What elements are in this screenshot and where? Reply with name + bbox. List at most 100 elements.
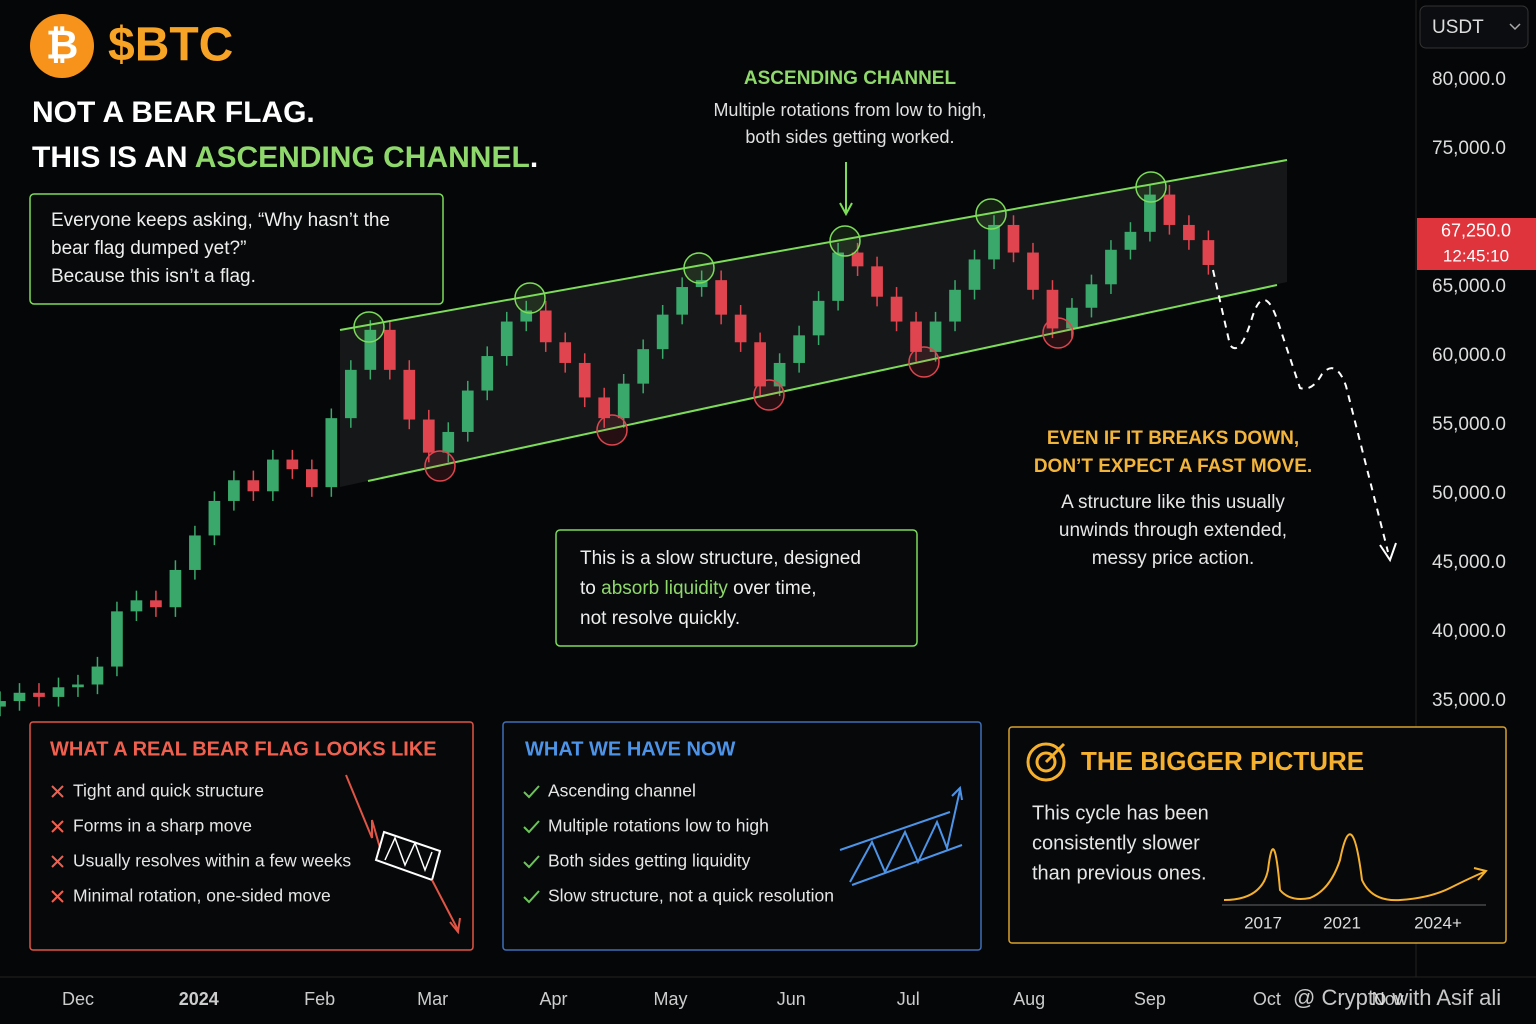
panel-text: This cycle has been xyxy=(1032,802,1209,824)
candle-body xyxy=(1105,249,1117,285)
candle-body xyxy=(578,362,591,398)
high-circle xyxy=(683,252,715,284)
candle-body xyxy=(91,666,104,685)
candle-body xyxy=(442,431,455,453)
panel-item: Forms in a sharp move xyxy=(73,816,252,836)
breakdown-text: messy price action. xyxy=(1092,548,1255,569)
mini-cycle-chart xyxy=(1223,833,1488,902)
candle-body xyxy=(949,289,961,322)
candle-body xyxy=(422,419,435,453)
now-illustration-top xyxy=(839,811,951,851)
countdown: 12:45:10 xyxy=(1443,246,1509,265)
candle-body xyxy=(734,314,747,343)
candle-body xyxy=(33,692,45,697)
candle-body xyxy=(286,459,299,470)
y-tick-label: 55,000.0 xyxy=(1432,414,1506,435)
target-icon xyxy=(1026,742,1066,782)
x-tick-label: Apr xyxy=(540,989,568,1009)
last-price-tag xyxy=(1417,217,1536,270)
candle-body xyxy=(325,418,338,488)
check-icon xyxy=(523,785,540,799)
candle-body xyxy=(851,252,864,267)
candle-body xyxy=(1085,284,1098,308)
x-tick-label: Dec xyxy=(62,989,94,1009)
breakdown-text: A structure like this usually xyxy=(1061,492,1285,513)
x-tick-label: Aug xyxy=(1013,989,1045,1009)
candle-body xyxy=(111,611,123,667)
candle-body xyxy=(539,310,552,343)
candle-body xyxy=(1007,224,1020,253)
breakdown-text: unwinds through extended, xyxy=(1059,520,1287,541)
candle-body xyxy=(1124,231,1137,250)
candle-body xyxy=(247,480,260,492)
question-box xyxy=(29,193,444,305)
y-tick-label: 60,000.0 xyxy=(1432,345,1506,366)
question-text: bear flag dumped yet?” xyxy=(51,238,246,259)
target-arrow xyxy=(1044,742,1066,764)
plot-area xyxy=(0,160,1287,717)
candle-body xyxy=(481,356,494,391)
low-circle xyxy=(596,414,628,446)
candle-body xyxy=(929,321,942,352)
candle-body xyxy=(1183,224,1195,241)
bigger-panel xyxy=(1008,726,1507,944)
panel-text: than previous ones. xyxy=(1032,862,1207,884)
candle-body xyxy=(598,397,611,419)
candle-body xyxy=(754,342,766,387)
candle-body xyxy=(968,259,981,290)
text-span: over time, xyxy=(728,578,817,599)
panel-item: Usually resolves within a few weeks xyxy=(73,851,351,871)
x-tick-label: Mar xyxy=(417,989,448,1009)
projection-path xyxy=(1212,269,1389,553)
low-circle xyxy=(424,450,456,482)
candle-body xyxy=(150,600,162,608)
candle-body xyxy=(637,349,650,384)
x-tick-label: Oct xyxy=(1253,989,1281,1009)
x-icon xyxy=(51,820,64,833)
candle-body xyxy=(1144,194,1156,232)
candle-body xyxy=(364,329,377,370)
channel-upper xyxy=(339,159,1288,331)
breakdown-title: DON’T EXPECT A FAST MOVE. xyxy=(1034,456,1312,477)
candle-body xyxy=(793,335,805,363)
panel-item: Tight and quick structure xyxy=(73,781,264,801)
mini-label: 2024+ xyxy=(1414,913,1462,932)
btc-logo xyxy=(30,14,94,78)
candle-body xyxy=(617,383,630,419)
text-span: THIS IS AN xyxy=(32,141,195,174)
currency-select[interactable] xyxy=(1419,5,1529,49)
x-tick-label: Jun xyxy=(777,989,806,1009)
pointer-arrowhead xyxy=(839,202,853,217)
bear-illustration-zigzag xyxy=(384,836,433,873)
panel-item: Slow structure, not a quick resolution xyxy=(548,886,834,906)
candle-body xyxy=(812,300,825,336)
candle-body xyxy=(403,369,416,420)
candle-body xyxy=(988,224,1000,260)
y-tick-label: 65,000.0 xyxy=(1432,276,1506,297)
question-text: Because this isn’t a flag. xyxy=(51,266,256,287)
panel-text: consistently slower xyxy=(1032,832,1200,854)
text-line: THIS IS AN ASCENDING CHANNEL. xyxy=(32,141,538,174)
low-circle xyxy=(908,346,940,378)
candle-body xyxy=(169,569,182,608)
x-tick-label: Feb xyxy=(304,989,335,1009)
text-line: This is a slow structure, designed xyxy=(580,548,861,569)
check-icon xyxy=(523,890,540,904)
panels xyxy=(29,721,1507,951)
channel-highs xyxy=(353,171,1167,343)
currency-label[interactable]: USDT xyxy=(1432,17,1484,38)
candle-body xyxy=(228,480,240,501)
check-icon xyxy=(523,855,540,869)
btc-logo-glyph: ₿ xyxy=(46,24,79,68)
question-text: Everyone keeps asking, “Why hasn’t the xyxy=(51,210,390,231)
high-circle xyxy=(353,311,385,343)
panel-item: Ascending channel xyxy=(548,781,696,801)
candle-body xyxy=(695,280,708,288)
watermark: @ Crypto with Asif ali xyxy=(1293,985,1501,1010)
candle-body xyxy=(305,469,318,488)
channel-text: Multiple rotations from low to high, xyxy=(713,100,986,120)
text-span: not resolve quickly. xyxy=(580,608,740,629)
now-illustration-bottom xyxy=(851,844,963,886)
low-circle xyxy=(1042,317,1074,349)
